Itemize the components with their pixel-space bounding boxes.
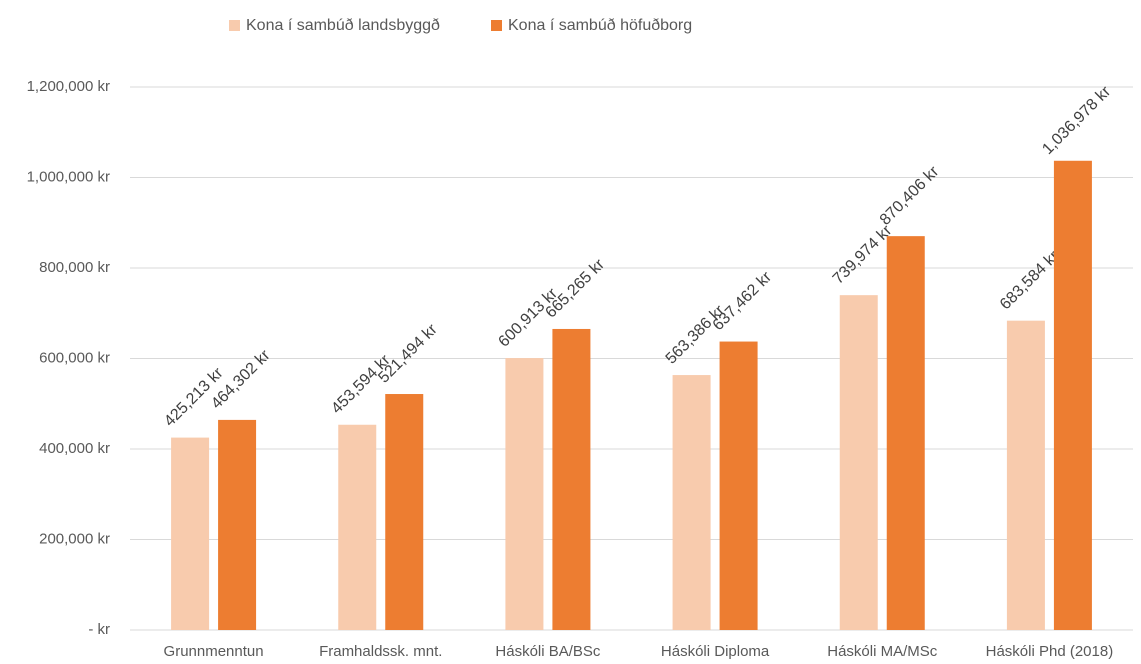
bar xyxy=(338,424,377,630)
x-tick-label: Háskóli MA/MSc xyxy=(827,643,938,660)
x-tick-label: Háskóli BA/BSc xyxy=(495,643,601,660)
data-label: 665,265 kr xyxy=(542,256,608,322)
bar xyxy=(552,328,591,630)
bar xyxy=(171,437,210,630)
data-label: 683,584 kr xyxy=(997,247,1063,313)
legend-label: Kona í sambúð höfuðborg xyxy=(508,17,692,34)
legend-label: Kona í sambúð landsbyggð xyxy=(246,17,440,34)
y-tick-label: 800,000 kr xyxy=(39,259,110,276)
bar xyxy=(672,375,711,630)
bar xyxy=(886,236,925,630)
data-label: 563,386 kr xyxy=(663,302,729,368)
data-label: 521,494 kr xyxy=(375,321,441,387)
y-tick-label: 200,000 kr xyxy=(39,530,110,547)
x-tick-label: Háskóli Phd (2018) xyxy=(986,643,1114,660)
bar xyxy=(505,358,544,630)
bar xyxy=(218,419,257,630)
x-tick-label: Framhaldssk. mnt. xyxy=(319,643,442,660)
data-label: 1,036,978 kr xyxy=(1039,83,1114,158)
y-tick-label: - kr xyxy=(88,621,110,638)
bar xyxy=(1053,160,1092,630)
x-tick-label: Háskóli Diploma xyxy=(661,643,770,660)
legend-swatch xyxy=(229,20,240,31)
y-tick-label: 1,000,000 kr xyxy=(27,168,110,185)
bar xyxy=(839,295,878,630)
data-label: 870,406 kr xyxy=(877,163,943,229)
data-label: 637,462 kr xyxy=(710,268,776,334)
y-tick-label: 1,200,000 kr xyxy=(27,78,110,95)
data-label: 739,974 kr xyxy=(830,222,896,288)
legend-swatch xyxy=(491,20,502,31)
bar xyxy=(1006,320,1045,630)
y-tick-label: 400,000 kr xyxy=(39,440,110,457)
y-tick-label: 600,000 kr xyxy=(39,349,110,366)
bar xyxy=(719,341,758,630)
bar xyxy=(385,394,424,630)
x-tick-label: Grunnmenntun xyxy=(164,643,264,660)
